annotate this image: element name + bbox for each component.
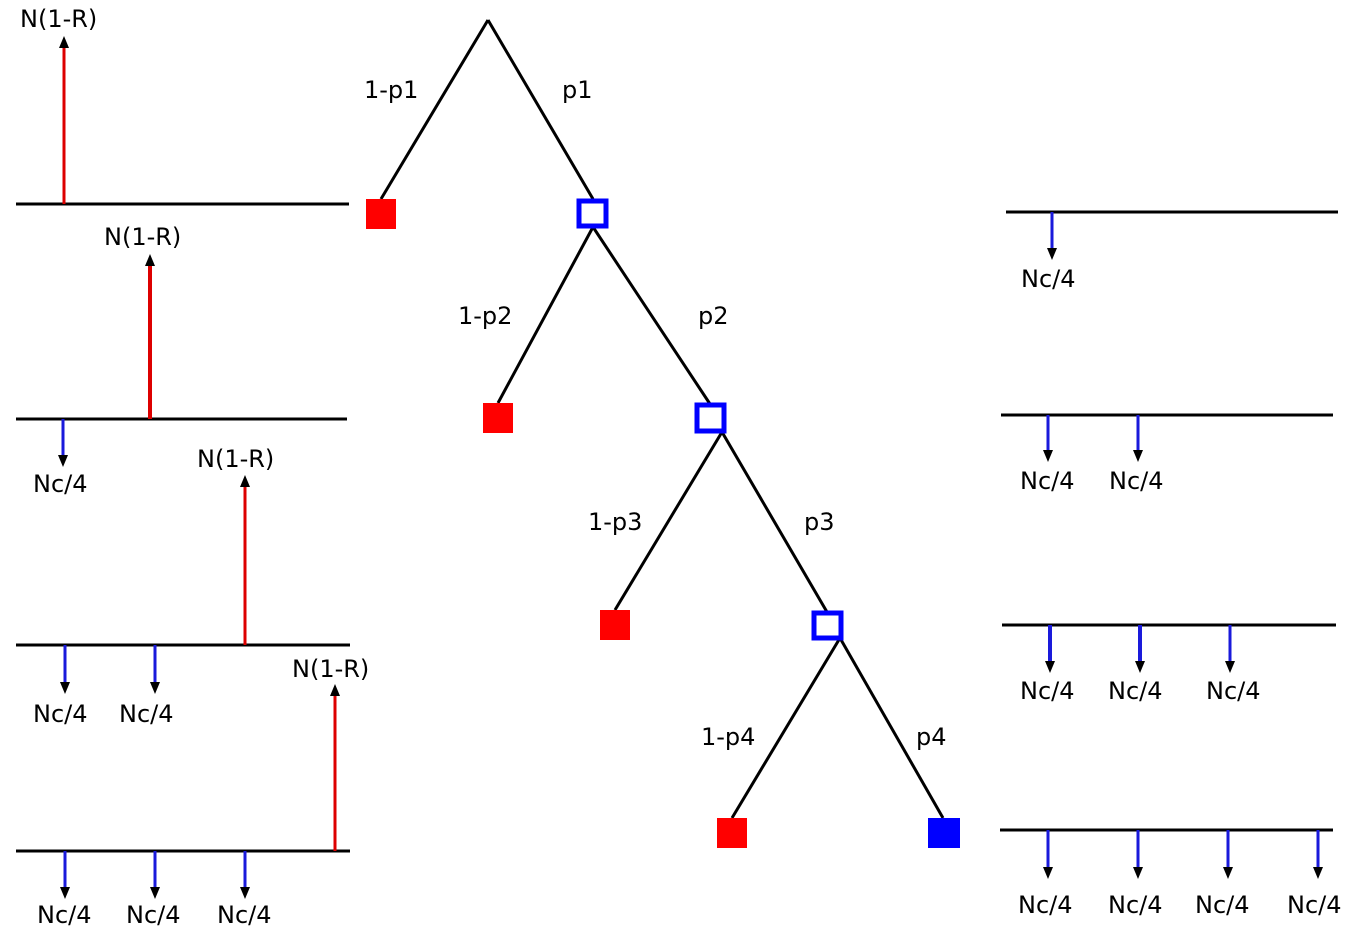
coupon-label: Nc/4	[37, 901, 92, 927]
coupon-label: Nc/4	[1108, 677, 1163, 705]
label-default-4: 1-p4	[701, 723, 755, 751]
recovery-label: N(1-R)	[197, 445, 274, 473]
label-survive-2: p2	[698, 302, 729, 330]
default-node-3	[600, 610, 630, 640]
coupon-label: Nc/4	[1287, 891, 1342, 919]
default-node-2	[483, 403, 513, 433]
branch-labels: 1-p1 p1 1-p2 p2 1-p3 p3 1-p4 p4	[364, 76, 947, 751]
right-timeline-3: Nc/4 Nc/4 Nc/4	[1002, 625, 1336, 705]
right-timeline-4: Nc/4 Nc/4 Nc/4 Nc/4	[1000, 830, 1342, 919]
coupon-label: Nc/4	[1109, 467, 1164, 495]
left-timeline-2: N(1-R) Nc/4	[16, 223, 347, 498]
default-node-4	[717, 818, 747, 848]
left-timeline-4: N(1-R) Nc/4 Nc/4 Nc/4	[16, 655, 369, 927]
survival-node-1	[579, 201, 606, 226]
branch-survive-2	[593, 227, 710, 404]
coupon-label: Nc/4	[126, 901, 181, 927]
branch-survive-1	[488, 20, 593, 199]
recovery-label: N(1-R)	[104, 223, 181, 251]
recovery-label: N(1-R)	[20, 5, 97, 33]
branch-default-1	[381, 20, 488, 199]
coupon-label: Nc/4	[217, 901, 272, 927]
coupon-label: Nc/4	[1020, 677, 1075, 705]
survival-terminal-node	[928, 818, 960, 848]
right-timeline-2: Nc/4 Nc/4	[1001, 415, 1333, 495]
coupon-label: Nc/4	[33, 700, 88, 728]
coupon-label: Nc/4	[1018, 891, 1073, 919]
label-default-3: 1-p3	[588, 508, 642, 536]
coupon-label: Nc/4	[119, 700, 174, 728]
recovery-label: N(1-R)	[292, 655, 369, 683]
label-survive-1: p1	[562, 76, 593, 104]
coupon-label: Nc/4	[1108, 891, 1163, 919]
default-node-1	[366, 199, 396, 229]
coupon-label: Nc/4	[1021, 265, 1076, 293]
left-timeline-1: N(1-R)	[16, 5, 349, 204]
coupon-label: Nc/4	[1195, 891, 1250, 919]
coupon-label: Nc/4	[33, 470, 88, 498]
label-default-1: 1-p1	[364, 76, 418, 104]
label-survive-3: p3	[804, 508, 835, 536]
binary-tree	[381, 20, 943, 818]
coupon-label: Nc/4	[1020, 467, 1075, 495]
label-default-2: 1-p2	[458, 302, 512, 330]
label-survive-4: p4	[916, 723, 947, 751]
right-timeline-1: Nc/4	[1006, 212, 1338, 293]
survival-node-3	[814, 613, 841, 638]
survival-node-2	[697, 405, 724, 431]
coupon-label: Nc/4	[1206, 677, 1261, 705]
